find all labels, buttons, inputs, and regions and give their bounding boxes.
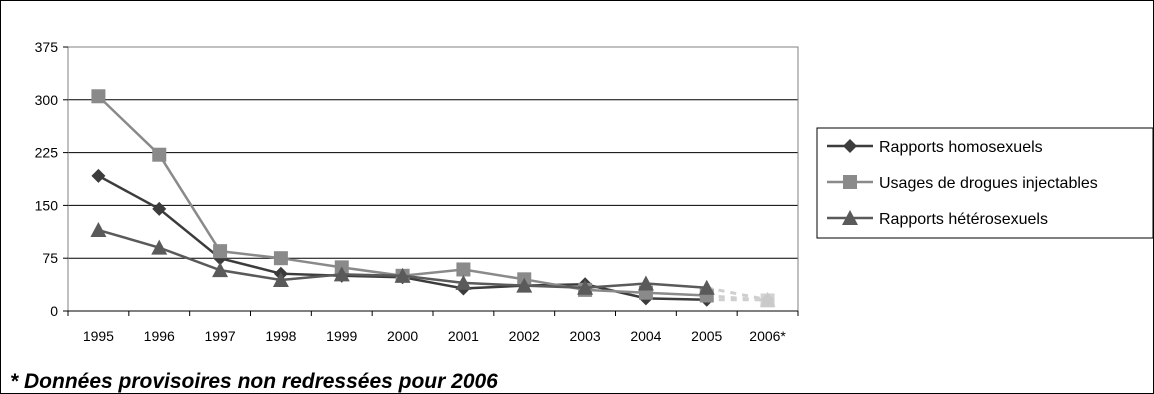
data-point [152, 201, 167, 216]
data-point [455, 274, 472, 290]
legend: Rapports homosexuels Usages de drogues in… [816, 127, 1154, 239]
data-point [273, 251, 288, 266]
series-line-provisional [706, 294, 768, 302]
data-point [91, 168, 106, 183]
legend-item-1: Rapports homosexuels [827, 139, 1043, 156]
legend-item-3: Rapports hétérosexuels [827, 210, 1048, 228]
data-point [152, 147, 167, 162]
legend-label: Rapports hétérosexuels [879, 211, 1048, 228]
data-point [212, 262, 229, 278]
x-tick-label: 2000 [387, 328, 418, 344]
y-tick-label: 75 [42, 250, 58, 266]
data-point [91, 89, 106, 104]
data-point [759, 291, 776, 307]
data-point [456, 262, 471, 277]
x-tick-label: 2004 [630, 328, 661, 344]
data-point [90, 222, 107, 238]
y-tick-label: 300 [35, 92, 59, 108]
y-tick-label: 375 [35, 39, 59, 55]
x-tick-label: 2003 [570, 328, 601, 344]
y-tick-label: 0 [50, 303, 58, 319]
series-2 [91, 89, 775, 308]
x-tick-label: 1999 [326, 328, 357, 344]
y-tick-label: 150 [35, 197, 59, 213]
legend-marker [842, 210, 858, 225]
x-tick-label: 2002 [509, 328, 540, 344]
data-point [213, 244, 228, 259]
series-group [90, 89, 776, 308]
series-3 [90, 222, 776, 307]
axes [63, 46, 799, 316]
legend-marker [843, 139, 857, 153]
y-tick-labels: 0 75 150 225 300 375 [35, 39, 59, 319]
series-line [97, 95, 707, 297]
legend-label: Usages de drogues injectables [879, 175, 1098, 192]
y-tick-label: 225 [35, 145, 59, 161]
gridlines [68, 99, 798, 259]
series-line-provisional [706, 286, 768, 302]
data-point [698, 279, 715, 295]
data-point [272, 272, 289, 288]
x-tick-label: 1997 [205, 328, 236, 344]
x-tick-labels: 1995 1996 1997 1998 1999 2000 2001 2002 2003 2004… [83, 328, 787, 344]
footnote: * Données provisoires non redressées pou… [10, 370, 498, 393]
x-tick-label: 2006* [749, 328, 786, 344]
data-point [637, 275, 654, 291]
data-point [577, 279, 594, 295]
legend-label: Rapports homosexuels [879, 139, 1043, 156]
legend-marker [843, 175, 857, 189]
data-point [151, 239, 168, 255]
x-tick-label: 2001 [448, 328, 479, 344]
x-tick-label: 1995 [83, 328, 114, 344]
x-tick-label: 1998 [265, 328, 296, 344]
x-tick-label: 2005 [691, 328, 722, 344]
x-tick-label: 1996 [144, 328, 175, 344]
data-point [213, 251, 228, 266]
data-point [333, 266, 350, 282]
data-point [516, 277, 533, 293]
data-point [394, 267, 411, 283]
legend-item-2: Usages de drogues injectables [827, 175, 1098, 192]
